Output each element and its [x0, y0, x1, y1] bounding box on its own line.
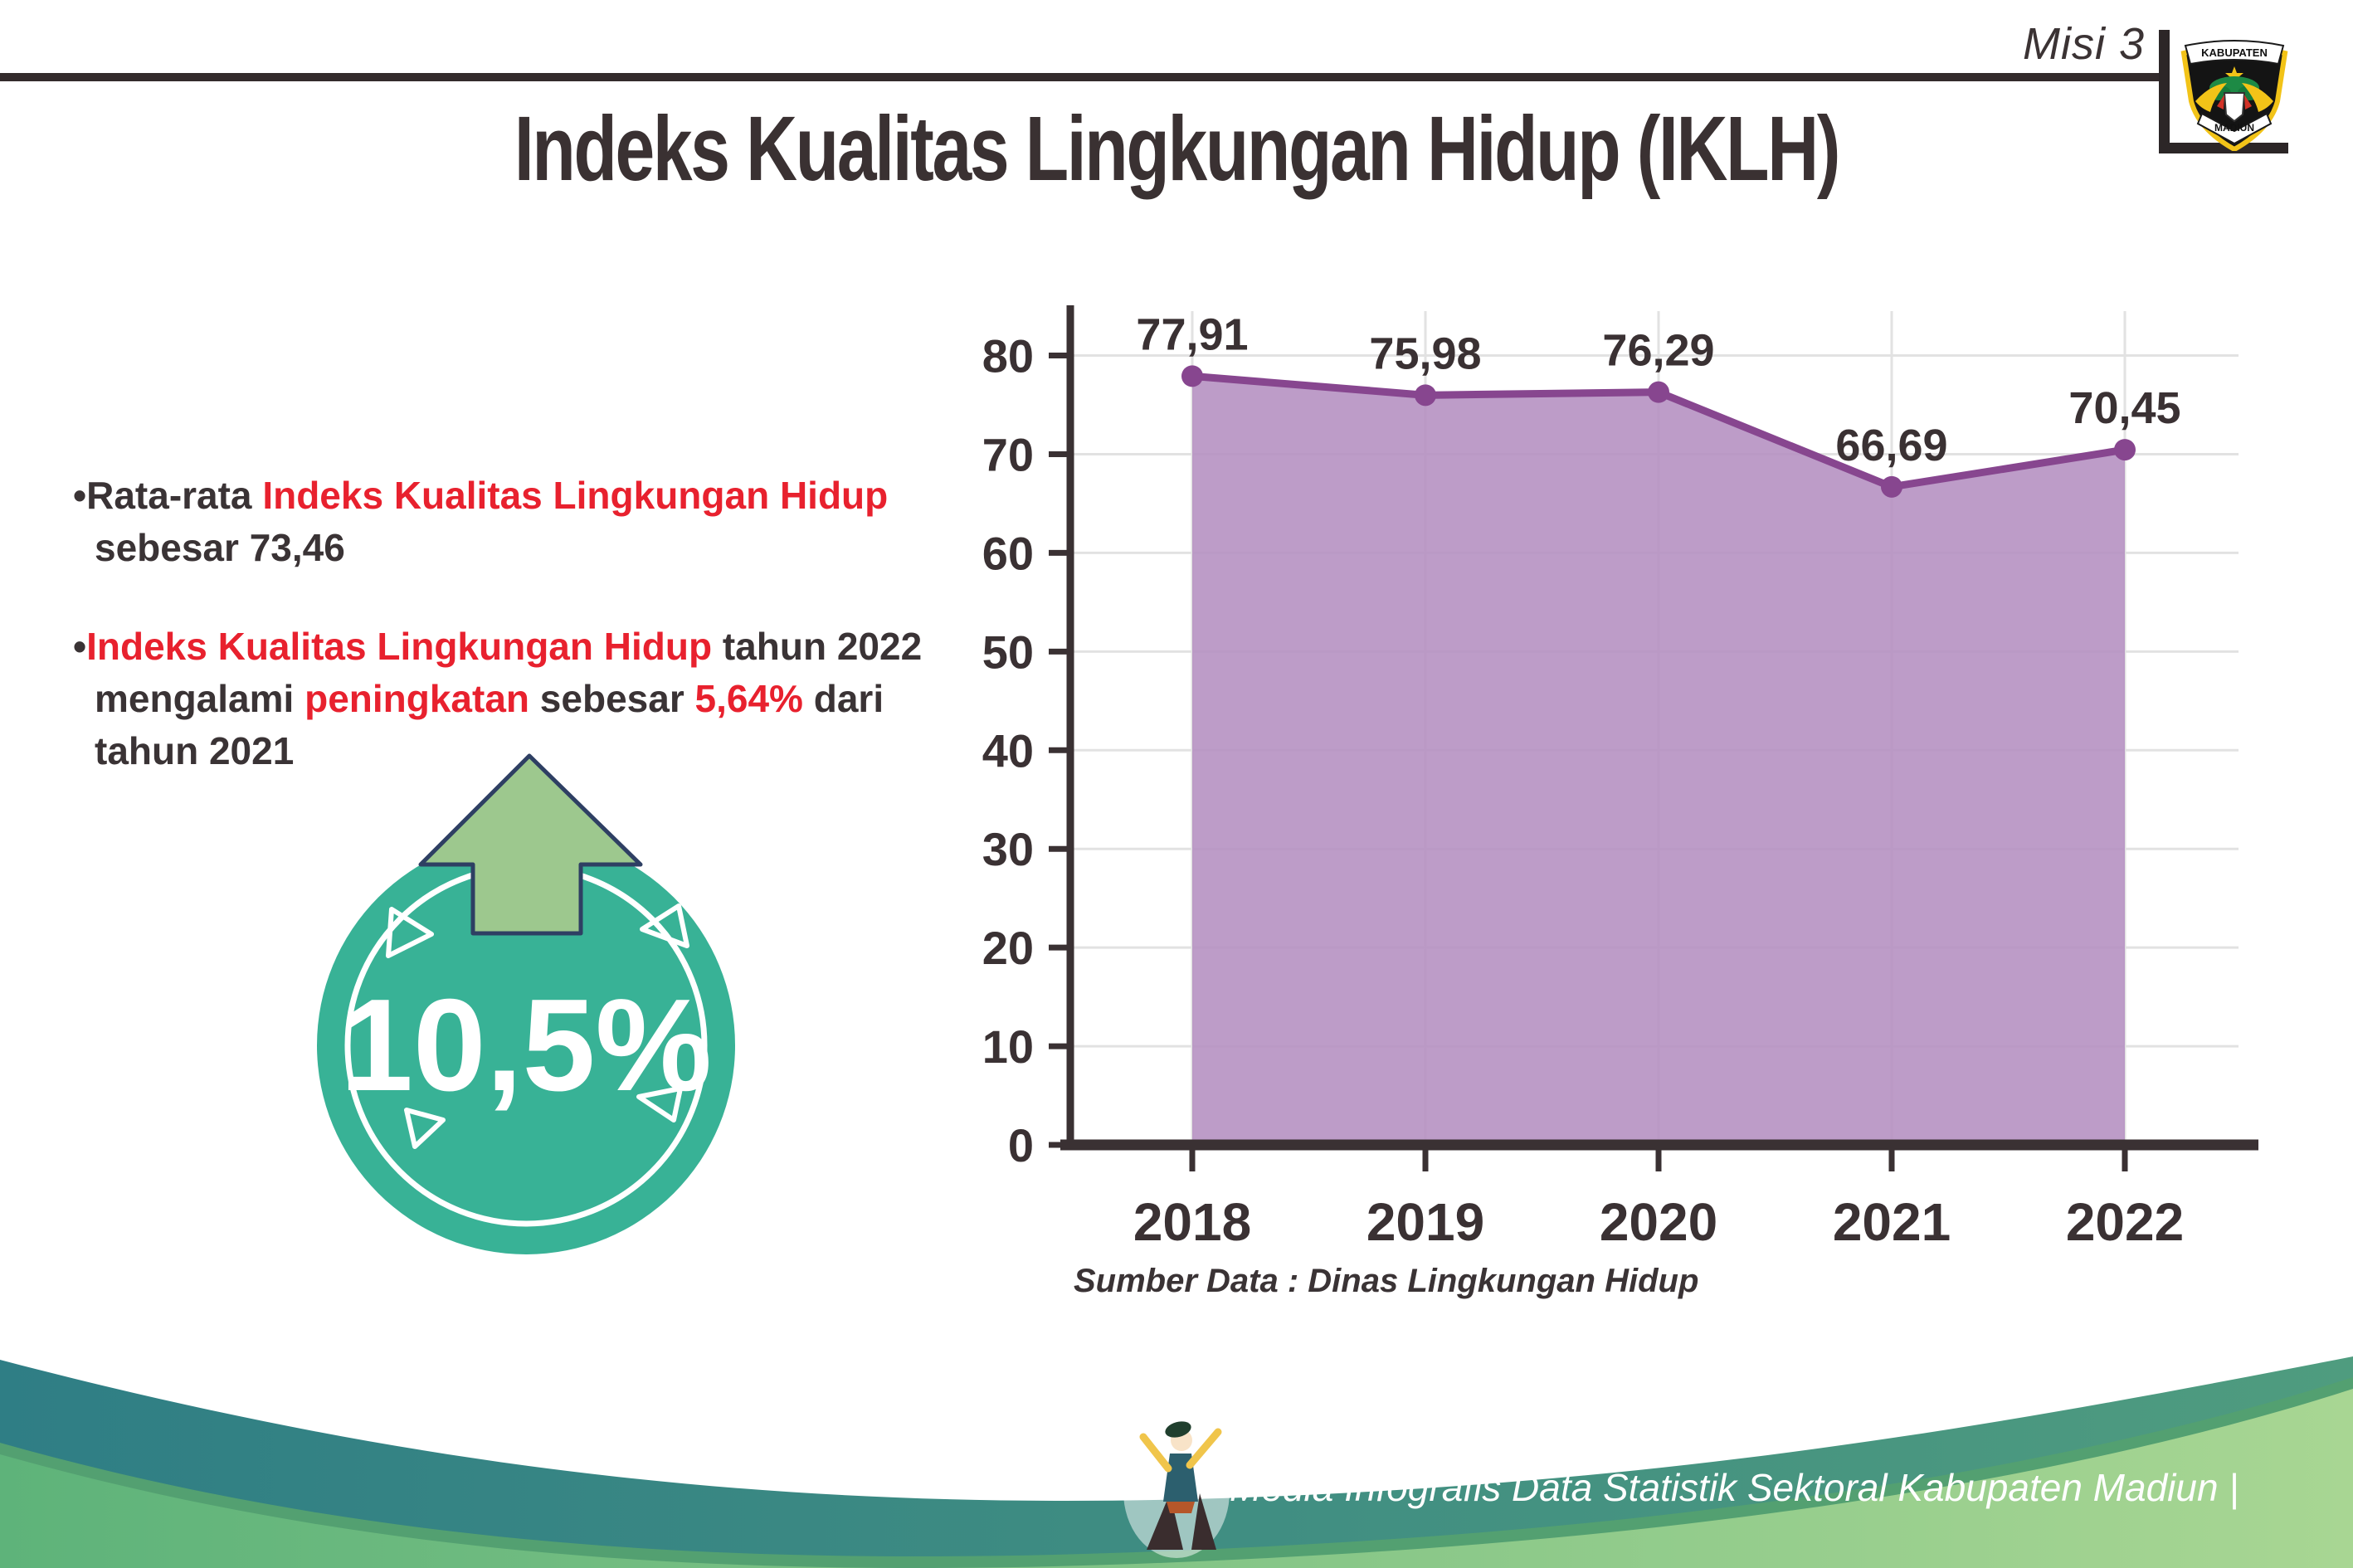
footer-wave [0, 1356, 2353, 1568]
y-tick-label: 50 [982, 626, 1034, 678]
bullet-text-segment: peningkatan [304, 677, 530, 720]
logo-frame-horizontal [2159, 143, 2288, 153]
bullet-text-segment: 5,64% [694, 677, 803, 720]
bullet-line: mengalami peningkatan sebesar 5,64% dari [73, 673, 952, 725]
bullet-line: sebesar 73,46 [73, 522, 952, 574]
logo-frame-vertical [2159, 30, 2170, 153]
misi-label: Misi 3 [2022, 19, 2145, 69]
data-label: 70,45 [2068, 383, 2180, 433]
bullet-list: •Rata-rata Indeks Kualitas Lingkungan Hi… [73, 470, 952, 824]
bullet-text-segment: Indeks Kualitas Lingkungan Hidup [86, 625, 713, 668]
y-tick-label: 80 [982, 330, 1034, 382]
y-tick-label: 20 [982, 922, 1034, 974]
bullet-line: •Rata-rata Indeks Kualitas Lingkungan Hi… [73, 470, 952, 522]
up-arrow-icon [418, 753, 643, 936]
bullet-marker: • [73, 474, 87, 517]
bullet-line: tahun 2021 [73, 725, 952, 777]
footer-credit: Media Infografis Data Statistik Sektoral… [1230, 1466, 2239, 1509]
data-point [1415, 384, 1436, 407]
bullet-text-segment: sebesar 73,46 [95, 526, 345, 569]
sparkle-triangle-sw [404, 1108, 446, 1149]
data-point [1181, 365, 1203, 387]
data-point [2114, 439, 2136, 461]
x-tick-label: 2018 [1133, 1192, 1251, 1252]
bullet-item: •Indeks Kualitas Lingkungan Hidup tahun … [73, 621, 952, 777]
y-tick-label: 60 [982, 527, 1034, 579]
y-tick-label: 40 [982, 724, 1034, 777]
y-tick-label: 30 [982, 823, 1034, 875]
header-rule [0, 73, 2167, 81]
y-tick-label: 10 [982, 1020, 1034, 1073]
sparkle-triangle-se [636, 1086, 683, 1122]
increase-badge: 10,5% [317, 753, 735, 1254]
x-tick-label: 2019 [1366, 1192, 1484, 1252]
data-label: 76,29 [1602, 326, 1714, 376]
sparkle-triangle-nw [386, 907, 434, 958]
data-label: 75,98 [1369, 329, 1481, 378]
x-tick-label: 2022 [2066, 1192, 2184, 1252]
page-title: Indeks Kualitas Lingkungan Hidup (IKLH) [514, 98, 1841, 200]
x-tick-label: 2020 [1600, 1192, 1717, 1252]
chart-area-fill [1192, 376, 2125, 1143]
bullet-text-segment: tahun 2021 [95, 729, 295, 772]
bullet-text-segment: dari [802, 677, 884, 720]
data-point [1648, 381, 1669, 403]
kabupaten-madiun-logo-icon: KABUPATEN MADIUN [2180, 40, 2288, 151]
data-point [1881, 475, 1902, 498]
x-tick-label: 2021 [1833, 1192, 1951, 1252]
y-tick-label: 0 [1008, 1119, 1034, 1171]
bullet-text-segment: sebesar [529, 677, 695, 720]
bullet-text-segment: tahun 2022 [712, 625, 923, 668]
iklh-area-chart: 0 10 20 30 40 50 60 70 80 2018 2019 2020 2021 2022 77,… [982, 305, 2258, 1252]
sparkle-triangle-ne [640, 903, 689, 948]
logo-top-text: KABUPATEN [2201, 46, 2268, 59]
bullet-marker: • [73, 625, 87, 668]
bullet-text-segment: mengalami [95, 677, 305, 720]
wave-green [0, 1389, 2353, 1568]
badge-value: 10,5% [340, 972, 712, 1118]
bullet-item: •Rata-rata Indeks Kualitas Lingkungan Hi… [73, 470, 952, 574]
mascot-icon [1123, 1421, 1230, 1558]
data-label: 77,91 [1136, 309, 1248, 359]
data-label: 66,69 [1835, 421, 1947, 470]
source-note: Sumber Data : Dinas Lingkungan Hidup [1074, 1263, 1699, 1299]
bullet-line: •Indeks Kualitas Lingkungan Hidup tahun … [73, 621, 952, 673]
bullet-text-segment: Rata-rata [86, 474, 263, 517]
bullet-text-segment: Indeks Kualitas Lingkungan Hidup [262, 474, 889, 517]
logo-bottom-text: MADIUN [2214, 122, 2254, 134]
y-tick-label: 70 [982, 428, 1034, 480]
